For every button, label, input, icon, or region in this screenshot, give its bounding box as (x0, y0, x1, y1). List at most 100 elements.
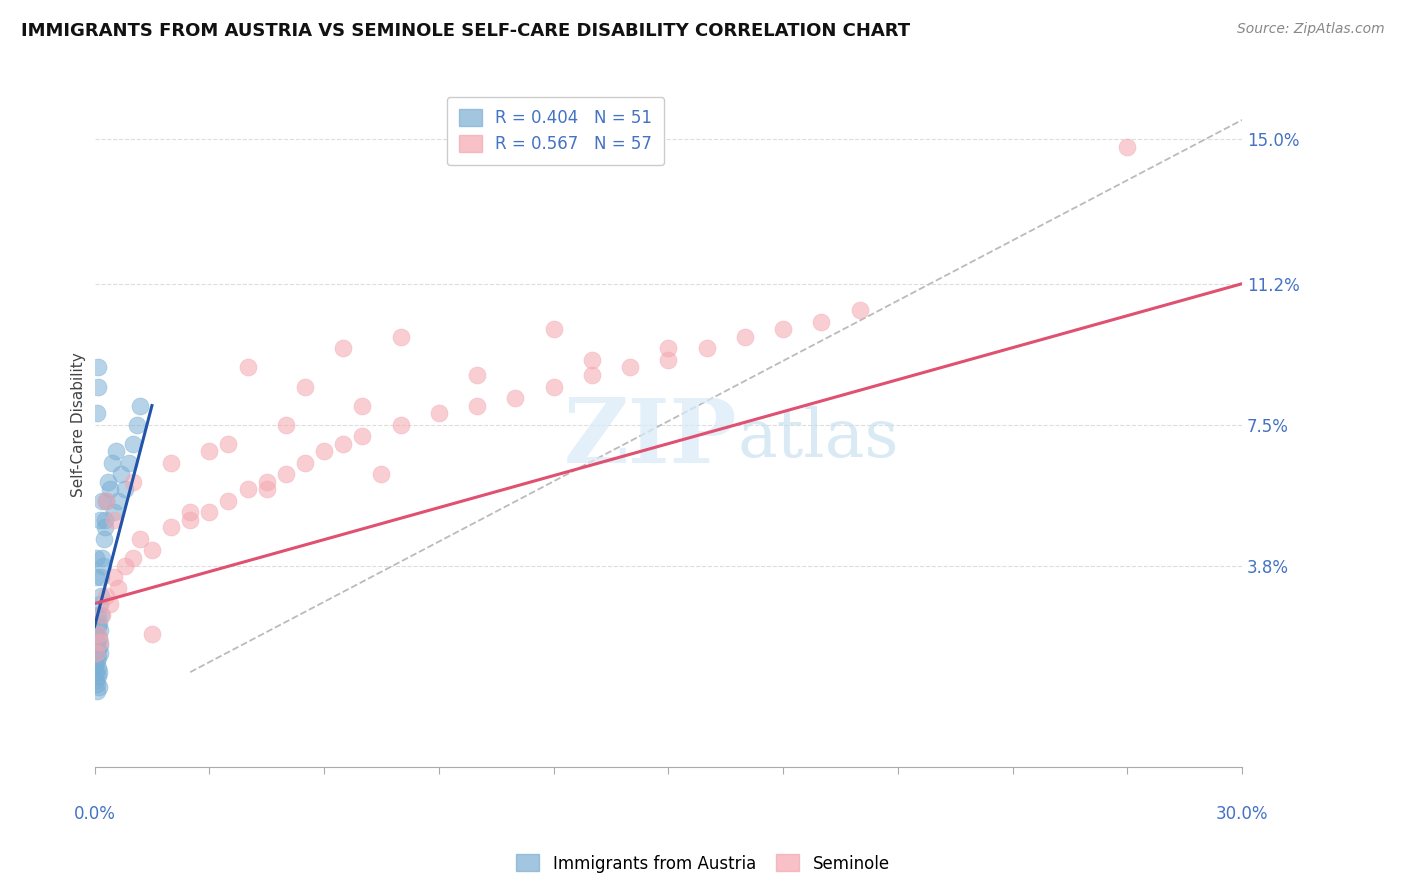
Point (86, 634, 108, 648)
Point (89, 513, 111, 527)
Point (89, 597, 111, 611)
Text: Source: ZipAtlas.com: Source: ZipAtlas.com (1237, 22, 1385, 37)
Point (198, 505, 221, 519)
Point (118, 456, 141, 470)
Point (114, 558, 136, 573)
Point (236, 483, 259, 497)
Point (86, 619, 108, 633)
Point (427, 406, 450, 420)
Point (217, 493, 239, 508)
Point (581, 352, 603, 367)
Point (86, 379, 108, 393)
Point (87, 661, 110, 675)
Point (370, 467, 392, 482)
Point (86, 627, 108, 641)
Point (101, 456, 124, 470)
Point (87, 627, 110, 641)
Text: IMMIGRANTS FROM AUSTRIA VS SEMINOLE SELF-CARE DISABILITY CORRELATION CHART: IMMIGRANTS FROM AUSTRIA VS SEMINOLE SELF… (21, 22, 910, 40)
Point (86, 676, 108, 690)
Point (121, 436, 143, 450)
Point (465, 399, 488, 413)
Point (141, 627, 163, 641)
Point (121, 475, 143, 489)
Point (91, 493, 114, 508)
Point (1116, 139, 1139, 153)
Point (217, 436, 239, 450)
Point (87, 607, 110, 622)
Point (89, 665, 111, 680)
Point (97, 475, 120, 489)
Point (86, 665, 108, 680)
Point (256, 475, 278, 489)
Point (84, 673, 107, 687)
Point (94, 493, 117, 508)
Point (86, 550, 108, 565)
Point (84, 657, 107, 672)
Point (87, 360, 110, 375)
Point (312, 444, 335, 458)
Point (86, 646, 108, 660)
Point (236, 360, 259, 375)
Point (543, 379, 565, 393)
Point (87, 669, 110, 683)
Point (581, 368, 603, 383)
Point (107, 582, 129, 596)
Point (107, 493, 129, 508)
Text: 30.0%: 30.0% (1216, 805, 1268, 823)
Point (332, 342, 354, 356)
Point (89, 639, 111, 653)
Point (104, 444, 127, 458)
Point (129, 399, 152, 413)
Point (94, 520, 117, 534)
Point (86, 406, 108, 420)
Point (90, 570, 112, 584)
Point (657, 342, 679, 356)
Point (294, 379, 316, 393)
Point (389, 330, 412, 344)
Point (772, 322, 794, 336)
Point (657, 352, 679, 367)
Point (89, 634, 111, 648)
Point (160, 456, 183, 470)
Point (179, 513, 201, 527)
Point (89, 615, 111, 630)
Point (734, 330, 756, 344)
Point (94, 589, 117, 603)
Point (86, 684, 108, 698)
Point (352, 429, 374, 443)
Point (256, 483, 278, 497)
Point (90, 589, 112, 603)
Point (465, 368, 488, 383)
Point (89, 624, 111, 638)
Point (121, 550, 143, 565)
Point (543, 322, 565, 336)
Point (103, 505, 125, 519)
Point (125, 417, 148, 432)
Point (129, 532, 152, 546)
Point (619, 360, 641, 375)
Point (87, 681, 110, 695)
Point (352, 399, 374, 413)
Point (98, 483, 121, 497)
Point (94, 493, 117, 508)
Point (98, 597, 121, 611)
Point (810, 315, 832, 329)
Point (389, 417, 412, 432)
Point (103, 570, 125, 584)
Point (294, 456, 316, 470)
Point (89, 646, 111, 660)
Point (179, 505, 201, 519)
Point (91, 558, 114, 573)
Point (87, 631, 110, 645)
Point (91, 607, 114, 622)
Point (274, 467, 297, 482)
Point (198, 444, 221, 458)
Point (696, 342, 718, 356)
Point (93, 513, 115, 527)
Point (160, 520, 183, 534)
Point (274, 417, 297, 432)
Point (110, 467, 132, 482)
Point (114, 483, 136, 497)
Point (103, 513, 125, 527)
Point (84, 570, 107, 584)
